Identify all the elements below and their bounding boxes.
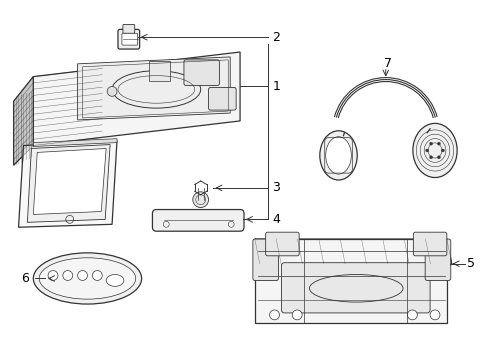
FancyBboxPatch shape <box>208 87 236 110</box>
Circle shape <box>107 86 117 96</box>
Circle shape <box>48 271 58 280</box>
Polygon shape <box>27 145 110 222</box>
Circle shape <box>437 156 440 159</box>
Ellipse shape <box>33 253 142 304</box>
Circle shape <box>269 310 279 320</box>
Circle shape <box>63 271 73 280</box>
FancyBboxPatch shape <box>122 33 138 45</box>
Circle shape <box>425 149 428 152</box>
Circle shape <box>407 310 416 320</box>
Text: 4: 4 <box>272 213 280 226</box>
Text: 6: 6 <box>21 272 29 285</box>
Polygon shape <box>33 139 117 147</box>
FancyBboxPatch shape <box>424 239 450 280</box>
Circle shape <box>429 142 432 145</box>
FancyBboxPatch shape <box>281 263 429 313</box>
FancyBboxPatch shape <box>152 210 244 231</box>
Circle shape <box>92 271 102 280</box>
Circle shape <box>78 271 87 280</box>
Circle shape <box>429 156 432 159</box>
FancyBboxPatch shape <box>252 239 278 280</box>
Circle shape <box>437 142 440 145</box>
FancyBboxPatch shape <box>122 24 135 33</box>
Ellipse shape <box>106 275 123 286</box>
FancyBboxPatch shape <box>148 61 170 81</box>
Polygon shape <box>14 77 33 165</box>
Ellipse shape <box>39 258 136 299</box>
Text: 2: 2 <box>272 31 280 44</box>
FancyBboxPatch shape <box>118 30 140 49</box>
FancyBboxPatch shape <box>183 60 219 85</box>
Circle shape <box>192 192 208 208</box>
Polygon shape <box>78 57 230 120</box>
Ellipse shape <box>412 123 456 177</box>
Polygon shape <box>19 141 117 227</box>
Text: 1: 1 <box>272 80 280 93</box>
Circle shape <box>441 149 444 152</box>
Polygon shape <box>33 52 240 145</box>
Polygon shape <box>254 239 451 264</box>
Ellipse shape <box>325 137 350 174</box>
Text: 3: 3 <box>272 181 280 194</box>
FancyBboxPatch shape <box>412 232 446 256</box>
Text: 7: 7 <box>383 57 391 70</box>
Text: 5: 5 <box>466 257 473 270</box>
Ellipse shape <box>319 131 357 180</box>
Circle shape <box>292 310 302 320</box>
Circle shape <box>429 310 439 320</box>
Polygon shape <box>254 239 446 323</box>
FancyBboxPatch shape <box>265 232 299 256</box>
Polygon shape <box>33 148 106 215</box>
